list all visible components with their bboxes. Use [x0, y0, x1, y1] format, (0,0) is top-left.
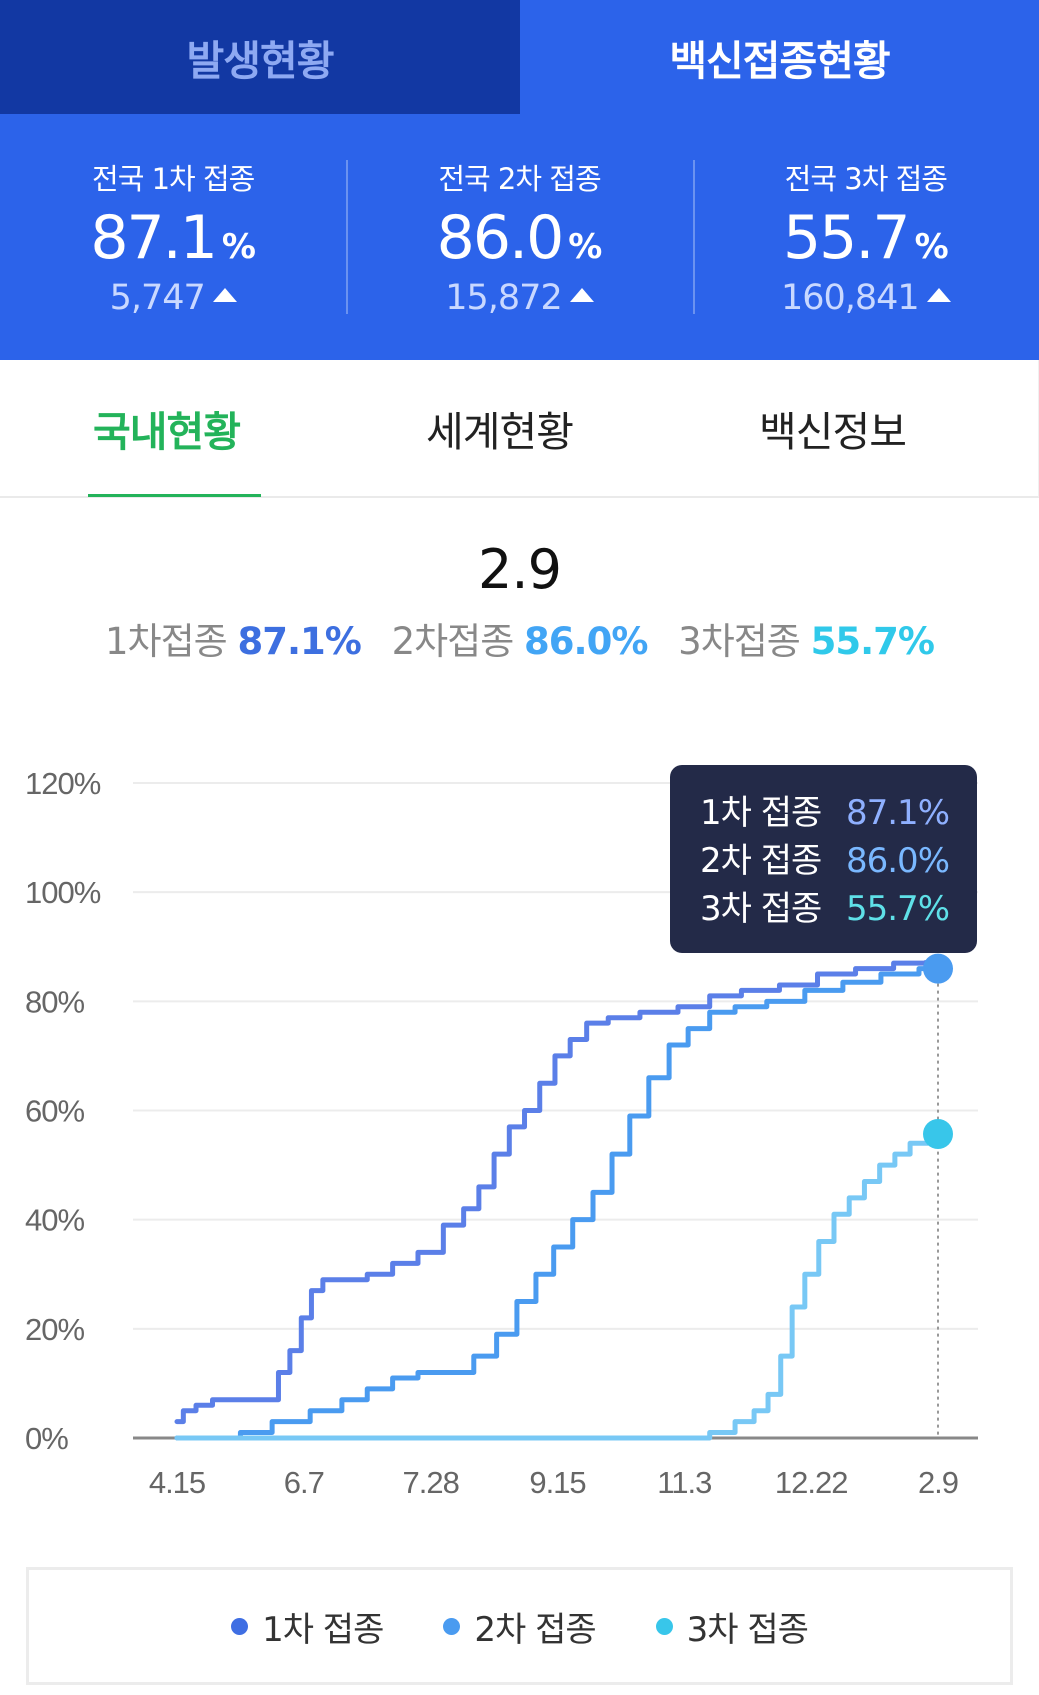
- summary-rates: 1차접종 87.1% 2차접종 86.0% 3차접종 55.7%: [0, 611, 1039, 665]
- tooltip-row-dose1: 1차 접종 87.1%: [700, 793, 950, 833]
- dose3-label: 3차접종: [678, 620, 801, 663]
- marker-dose2: [923, 953, 953, 984]
- stat-value: 87.1%: [90, 203, 256, 273]
- stat-dose1: 전국 1차 접종 87.1% 5,747: [0, 156, 346, 318]
- x-tick-label: 12.22: [775, 1465, 848, 1500]
- x-tick-label: 4.15: [149, 1465, 205, 1500]
- legend-dot-icon: [655, 1617, 673, 1635]
- y-tick-label: 0%: [25, 1421, 68, 1456]
- stat-label: 전국 1차 접종: [92, 162, 255, 196]
- tab-vaccine-info[interactable]: 백신정보: [759, 408, 907, 456]
- dose2-value: 86.0%: [524, 620, 648, 663]
- stat-delta: 160,841: [693, 278, 1039, 318]
- legend-dot-icon: [231, 1617, 249, 1635]
- stat-dose2: 전국 2차 접종 86.0% 15,872: [346, 156, 692, 318]
- tab-outbreak-status[interactable]: 발생현황: [0, 0, 520, 114]
- sub-tab-bar: 국내현황 세계현황 백신정보: [0, 360, 1039, 498]
- vaccination-line-chart[interactable]: 0% 20% 40% 60% 80% 100% 120% 4.15 6.7 7.28 9.15 11.…: [0, 735, 1039, 1515]
- vaccination-stats-panel: 전국 1차 접종 87.1% 5,747 전국 2차 접종 86.0% 15,8…: [0, 114, 1039, 360]
- x-tick-label: 2.9: [918, 1465, 958, 1500]
- up-arrow-icon: [212, 288, 237, 302]
- top-tab-bar: 발생현황 백신접종현황: [0, 0, 1039, 114]
- x-tick-label: 11.3: [657, 1465, 711, 1500]
- stat-label: 전국 2차 접종: [438, 162, 601, 196]
- tooltip-row-dose3: 3차 접종 55.7%: [700, 889, 950, 929]
- up-arrow-icon: [926, 288, 951, 302]
- up-arrow-icon: [569, 288, 594, 302]
- dose1-value: 87.1%: [237, 620, 361, 663]
- y-tick-label: 100%: [25, 875, 101, 910]
- y-tick-label: 120%: [25, 766, 101, 801]
- stat-delta: 5,747: [0, 278, 346, 318]
- marker-dose3: [923, 1118, 953, 1149]
- y-tick-label: 80%: [25, 984, 84, 1019]
- legend-item-dose3[interactable]: 3차 접종: [655, 1602, 809, 1651]
- series-line-dose2: [174, 966, 941, 1441]
- x-tick-label: 9.15: [529, 1465, 585, 1500]
- legend-dot-icon: [443, 1617, 461, 1635]
- stat-label: 전국 3차 접종: [784, 162, 948, 196]
- tab-domestic[interactable]: 국내현황: [0, 360, 333, 497]
- chart-tooltip: 1차 접종 87.1% 2차 접종 86.0% 3차 접종 55.7%: [670, 765, 977, 953]
- legend-item-dose1[interactable]: 1차 접종: [231, 1602, 384, 1651]
- x-tick-label: 7.28: [402, 1465, 458, 1500]
- tab-vaccination-status[interactable]: 백신접종현황: [520, 0, 1039, 114]
- dose2-label: 2차접종: [391, 620, 515, 663]
- stat-delta: 15,872: [346, 278, 692, 318]
- y-tick-label: 20%: [25, 1312, 84, 1347]
- dose1-label: 1차접종: [105, 620, 228, 663]
- dose3-value: 55.7%: [810, 620, 935, 663]
- series-line-dose1: [174, 960, 941, 1425]
- chart-legend: 1차 접종 2차 접종 3차 접종: [26, 1567, 1013, 1685]
- selected-date: 2.9: [478, 538, 562, 601]
- stat-value: 86.0%: [436, 203, 603, 273]
- series-line-dose3: [174, 1131, 941, 1441]
- tab-world[interactable]: 세계현황: [426, 408, 574, 456]
- stat-value: 55.7%: [782, 203, 949, 273]
- x-tick-label: 6.7: [284, 1465, 324, 1500]
- y-tick-label: 40%: [25, 1203, 84, 1238]
- tooltip-row-dose2: 2차 접종 86.0%: [700, 841, 950, 881]
- legend-item-dose2[interactable]: 2차 접종: [443, 1602, 597, 1651]
- y-tick-label: 60%: [25, 1094, 84, 1129]
- stat-dose3: 전국 3차 접종 55.7% 160,841: [692, 156, 1039, 318]
